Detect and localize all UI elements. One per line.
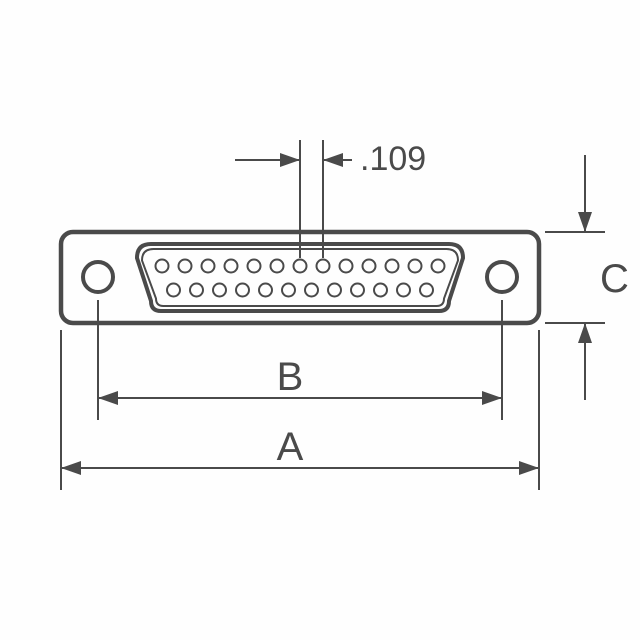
pin-0-1: [179, 260, 192, 273]
pin-0-5: [271, 260, 284, 273]
mounting-hole-0: [83, 262, 113, 292]
pin-0-9: [363, 260, 376, 273]
pin-0-11: [409, 260, 422, 273]
pin-1-11: [420, 284, 433, 297]
dim-a-label: A: [277, 425, 304, 469]
pin-1-7: [328, 284, 341, 297]
pin-1-5: [282, 284, 295, 297]
pin-0-3: [225, 260, 238, 273]
pin-0-2: [202, 260, 215, 273]
dim-b-label: B: [277, 355, 304, 399]
pin-0-8: [340, 260, 353, 273]
pin-1-9: [374, 284, 387, 297]
pin-0-6: [294, 260, 307, 273]
pin-1-4: [259, 284, 272, 297]
pin-1-6: [305, 284, 318, 297]
pin-1-10: [397, 284, 410, 297]
pin-1-8: [351, 284, 364, 297]
pin-1-2: [213, 284, 226, 297]
pin-0-12: [432, 260, 445, 273]
dim-pin-spacing-label: .109: [360, 140, 426, 178]
pin-1-3: [236, 284, 249, 297]
pin-0-7: [317, 260, 330, 273]
pin-0-0: [156, 260, 169, 273]
mounting-hole-1: [487, 262, 517, 292]
pin-0-10: [386, 260, 399, 273]
pin-1-0: [167, 284, 180, 297]
pin-1-1: [190, 284, 203, 297]
dim-c-label: C: [600, 257, 629, 301]
pin-0-4: [248, 260, 261, 273]
